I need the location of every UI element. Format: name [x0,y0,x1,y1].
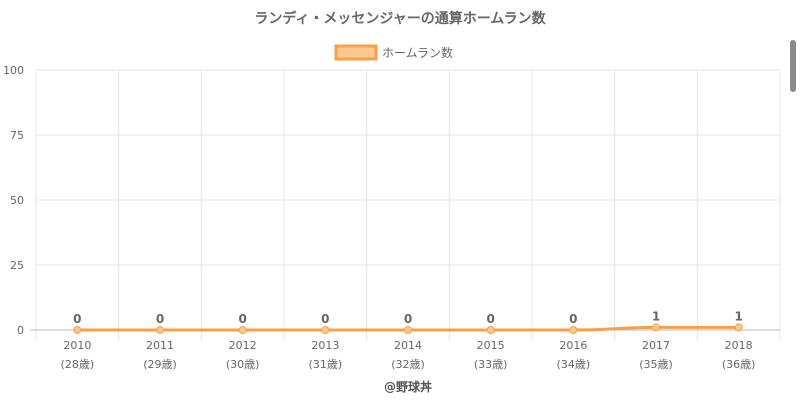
x-tick-label: 2011 [146,339,174,352]
y-tick-label: 75 [10,129,24,142]
x-tick-age-label: (32歳) [391,358,425,371]
legend-swatch [334,44,378,61]
data-label: 0 [569,312,577,326]
data-point [404,326,412,334]
x-tick-age-label: (34歳) [557,358,591,371]
x-tick-age-label: (30歳) [226,358,260,371]
y-tick-label: 0 [17,324,24,337]
x-tick-age-label: (33歳) [474,358,508,371]
data-label: 0 [73,312,81,326]
grid [30,69,781,340]
chart-title: ランディ・メッセンジャーの通算ホームラン数 [254,10,546,27]
data-labels: 0 0 0 0 0 0 0 1 1 [73,309,743,326]
x-tick-age-label: (29歳) [143,358,177,371]
data-point [486,326,495,334]
x-tick-label: 2013 [311,339,339,352]
data-point [569,326,578,334]
legend[interactable]: ホームラン数 [334,44,453,61]
x-tick-label: 2012 [229,339,257,352]
data-point [734,323,743,332]
x-tick-label: 2014 [394,339,422,352]
x-tick-age-label: (31歳) [309,358,343,371]
scrollbar[interactable] [790,40,796,92]
data-label: 1 [734,309,742,323]
data-label: 0 [404,312,412,326]
legend-label: ホームラン数 [382,45,453,60]
data-label: 0 [156,312,164,326]
credit: @野球丼 [384,379,432,394]
x-tick-label: 2016 [559,339,587,352]
x-tick-age-label: (36歳) [722,358,756,371]
data-point [321,326,330,334]
data-point [238,326,247,334]
x-tick-label: 2015 [477,339,505,352]
y-axis: 0 25 50 75 100 [3,64,24,337]
data-label: 0 [321,312,329,326]
x-tick-age-label: (35歳) [639,358,673,371]
data-point [73,326,82,334]
x-tick-label: 2010 [63,339,91,352]
data-point [156,326,164,334]
x-tick-label: 2018 [725,339,753,352]
y-tick-label: 50 [10,194,24,207]
data-point [652,323,660,332]
data-label: 0 [486,312,494,326]
data-label: 0 [238,312,246,326]
x-tick-label: 2017 [642,339,670,352]
y-tick-label: 100 [3,64,24,77]
series-homeruns [73,323,743,334]
x-tick-age-label: (28歳) [61,358,95,371]
data-label: 1 [652,309,660,323]
y-tick-label: 25 [10,259,24,272]
x-axis: 2010 (28歳) 2011 (29歳) 2012 (30歳) 2013 (31歳) 2014… [61,339,756,371]
